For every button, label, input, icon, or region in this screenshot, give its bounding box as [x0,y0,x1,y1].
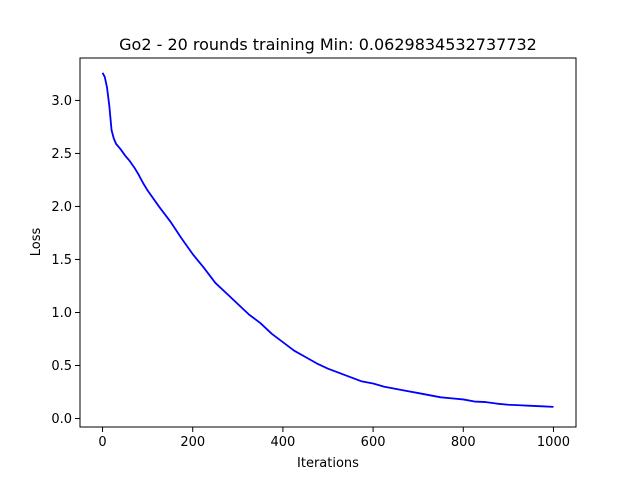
x-tick-label: 800 [451,435,476,450]
axes-frame [79,57,577,428]
x-axis-label: Iterations [297,456,359,471]
x-tick-label: 400 [270,435,295,450]
x-tick-label: 200 [180,435,205,450]
x-axis: 0 200 400 600 800 1000 [98,427,570,450]
x-tick-label: 1000 [537,435,570,450]
y-tick-label: 1.0 [51,306,72,321]
x-tick-label: 0 [98,435,106,450]
y-axis-label: Loss [29,228,44,257]
x-tick-label: 600 [361,435,386,450]
plot-area [101,72,554,408]
y-tick-label: 2.0 [51,200,72,215]
chart-title: Go2 - 20 rounds training Min: 0.06298345… [119,35,537,54]
y-tick-label: 0.0 [51,412,72,427]
y-tick-label: 0.5 [51,359,72,374]
series-line-0 [101,72,554,408]
y-axis: 0.0 0.5 1.0 1.5 2.0 2.5 3.0 [51,94,80,427]
y-tick-label: 2.5 [51,147,72,162]
y-tick-label: 1.5 [51,253,72,268]
y-tick-label: 3.0 [51,94,72,109]
